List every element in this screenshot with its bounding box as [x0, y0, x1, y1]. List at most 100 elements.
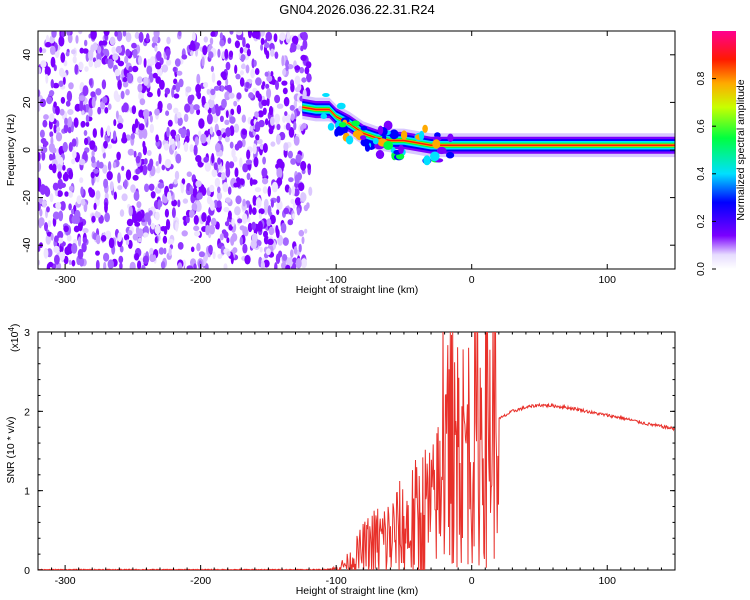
noise-cell — [301, 77, 307, 83]
noise-cell — [54, 235, 59, 243]
noise-cell — [60, 52, 66, 63]
noise-cell — [71, 243, 78, 254]
noise-cell — [214, 177, 221, 188]
y-tick-label: 3 — [24, 327, 30, 339]
noise-cell — [66, 31, 71, 36]
noise-cell — [75, 35, 79, 44]
noise-cell — [240, 63, 246, 70]
noise-cell — [211, 168, 218, 178]
noise-cell — [215, 106, 221, 117]
spectrogram-y-label: Frequency (Hz) — [5, 114, 17, 186]
noise-cell — [171, 207, 176, 219]
noise-cell — [210, 31, 216, 37]
noise-cell — [146, 150, 152, 156]
noise-cell — [251, 207, 257, 216]
noise-cell — [189, 144, 194, 153]
noise-cell — [57, 171, 62, 180]
noise-cell — [132, 174, 139, 181]
noise-cell — [50, 79, 54, 89]
noise-cell — [173, 179, 178, 185]
noise-cell — [210, 65, 214, 72]
noise-cell — [64, 191, 69, 197]
noise-cell — [208, 51, 214, 59]
noise-cell — [262, 177, 269, 185]
noise-cell — [60, 96, 66, 104]
noise-cell — [48, 143, 56, 153]
noise-cell — [280, 222, 287, 234]
noise-cell — [111, 46, 116, 55]
noise-cell — [58, 210, 64, 222]
noise-cell — [132, 48, 138, 59]
noise-cell — [277, 134, 281, 143]
noise-cell — [63, 225, 69, 233]
snr-line — [38, 332, 675, 570]
noise-cell — [217, 186, 221, 194]
x-tick-label: -200 — [190, 575, 211, 587]
noise-cell — [298, 243, 302, 253]
noise-cell — [213, 85, 220, 91]
noise-cell — [166, 191, 172, 201]
noise-cell — [274, 51, 279, 59]
signal-blob — [362, 140, 370, 146]
noise-cell — [206, 215, 211, 224]
noise-cell — [66, 234, 72, 242]
noise-cell — [288, 187, 292, 196]
noise-cell — [275, 228, 280, 239]
noise-cell — [231, 218, 235, 227]
noise-cell — [84, 39, 88, 47]
noise-cell — [298, 182, 305, 192]
colorbar-tick-label: 0.8 — [696, 71, 707, 85]
noise-cell — [178, 31, 182, 37]
noise-cell — [71, 49, 76, 55]
noise-cell — [43, 247, 49, 259]
noise-cell — [196, 192, 203, 200]
noise-cell — [294, 174, 300, 184]
noise-cell — [233, 123, 240, 133]
noise-cell — [221, 172, 226, 181]
noise-cell — [103, 31, 110, 37]
noise-cell — [49, 131, 54, 138]
noise-cell — [257, 138, 263, 145]
signal-blob — [322, 93, 330, 97]
noise-cell — [282, 115, 287, 123]
noise-cell — [283, 142, 289, 152]
noise-cell — [175, 82, 181, 93]
noise-cell — [234, 167, 239, 178]
noise-cell — [52, 163, 57, 174]
noise-cell — [239, 77, 245, 87]
noise-cell — [241, 138, 246, 148]
noise-cell — [191, 31, 196, 42]
noise-cell — [193, 144, 198, 156]
noise-cell — [259, 246, 263, 253]
noise-cell — [50, 136, 54, 147]
noise-cell — [78, 61, 84, 71]
noise-cell — [129, 261, 136, 269]
noise-cell — [135, 168, 141, 175]
noise-cell — [92, 168, 100, 174]
noise-cell — [148, 183, 155, 191]
noise-cell — [271, 181, 278, 193]
noise-cell — [51, 31, 57, 38]
signal-blob — [398, 144, 404, 154]
noise-cell — [44, 222, 48, 232]
snr-frame — [37, 331, 676, 571]
noise-cell — [112, 130, 117, 141]
noise-cell — [239, 225, 245, 231]
noise-cell — [296, 207, 301, 216]
noise-cell — [167, 119, 173, 127]
noise-cell — [144, 183, 150, 193]
noise-cell — [283, 207, 290, 215]
noise-cell — [174, 170, 180, 180]
noise-cell — [133, 191, 140, 201]
noise-cell — [244, 254, 251, 265]
noise-cell — [88, 59, 94, 68]
noise-cell — [113, 191, 118, 200]
noise-cell — [156, 51, 162, 61]
noise-cell — [67, 116, 73, 128]
noise-cell — [117, 231, 122, 243]
noise-cell — [119, 209, 125, 217]
noise-cell — [198, 251, 205, 258]
noise-cell — [117, 172, 121, 184]
noise-cell — [152, 36, 159, 43]
noise-cell — [41, 200, 47, 208]
